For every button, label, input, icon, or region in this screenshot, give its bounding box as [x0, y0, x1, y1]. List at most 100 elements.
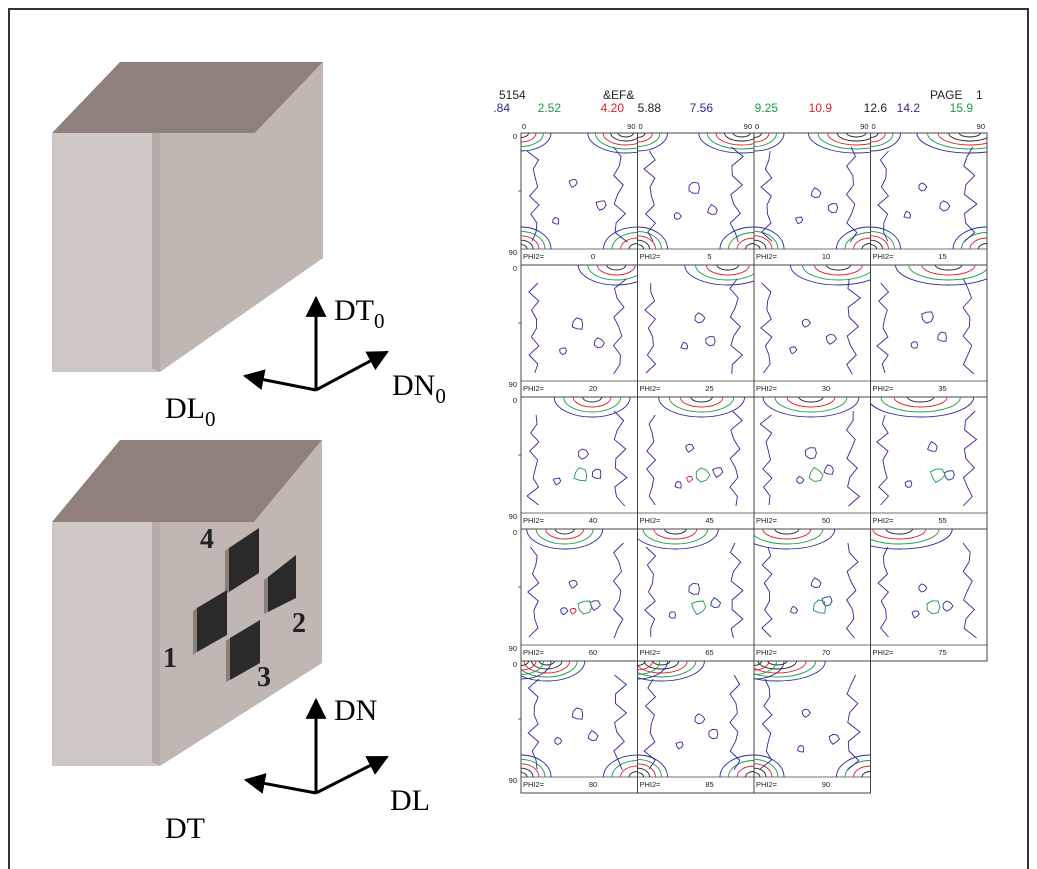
phi2-value: 65: [705, 648, 713, 657]
contour-level-value: 9.25: [755, 101, 779, 115]
phi2-label: PHI2=: [523, 780, 545, 789]
top-block-front-face: [52, 133, 160, 372]
top-axis-up-subscript: 0: [374, 309, 385, 333]
odf-contours: [521, 661, 638, 777]
odf-section-frame: [870, 528, 988, 662]
sample-3-label: 3: [257, 662, 271, 693]
phi2-label: PHI2=: [756, 384, 778, 393]
bottom-axis-right-label: DL: [390, 784, 430, 817]
phi2-label: PHI2=: [523, 252, 545, 261]
odf-section-cell: PHI2= 40: [520, 396, 638, 530]
sample-2: [264, 555, 296, 614]
odf-section-cell: PHI2= 65: [637, 528, 755, 662]
odf-section-frame: [637, 132, 755, 266]
odf-section-frame: [637, 264, 755, 398]
phi2-label: PHI2=: [756, 648, 778, 657]
odf-section-cell: PHI2= 60: [520, 528, 638, 662]
top-axis-up-label: DT: [334, 294, 374, 327]
odf-section-cell: PHI2= 30: [753, 264, 871, 398]
bottom-block-front-face: [52, 522, 160, 766]
phi2-value: 5: [707, 252, 711, 261]
contour-level-value: .84: [493, 101, 510, 115]
odf-id: 5154: [499, 88, 526, 102]
phi2-label: PHI2=: [640, 252, 662, 261]
odf-contours: [760, 265, 871, 375]
odf-section-cell: PHI2= 10: [753, 132, 871, 266]
odf-section-cell: PHI2= 45: [637, 396, 755, 530]
phi2-label: PHI2=: [756, 252, 778, 261]
odf-section-frame: [753, 660, 871, 794]
top-axis-left-arrow: [242, 369, 317, 392]
top-axes: DT0 DN0 DL0: [165, 294, 446, 431]
phi2-label: PHI2=: [523, 648, 545, 657]
phi2-value: 80: [589, 780, 597, 789]
phi2-value: 40: [589, 516, 597, 525]
bottom-block-side-face: [160, 440, 322, 766]
odf-section-cell: PHI2= 35: [870, 264, 988, 398]
odf-section-frame: [753, 528, 871, 662]
bottom-axis-left-label: DT: [165, 812, 205, 845]
top-axis-right-arrow: [315, 350, 389, 392]
sample-4: [225, 528, 259, 595]
odf-contours: [526, 397, 631, 507]
top-block-side-face: [160, 62, 323, 372]
x-tick-label: 0: [872, 122, 876, 131]
phi2-value: 45: [705, 516, 713, 525]
x-tick-label: 0: [639, 122, 643, 131]
top-block-top-face: [52, 62, 323, 133]
odf-section-cell: PHI2= 80: [520, 660, 638, 794]
odf-contours: [526, 529, 624, 639]
odf-contours: [637, 133, 754, 249]
bottom-axes: DN DL DT: [165, 694, 430, 845]
contour-level-value: 4.20: [601, 101, 625, 115]
odf-section-cell: PHI2= 20: [520, 264, 638, 398]
y-tick-label: 90: [509, 248, 517, 257]
odf-contours: [759, 397, 861, 507]
phi2-label: PHI2=: [640, 648, 662, 657]
odf-section-frame: [637, 528, 755, 662]
sample-4-label: 4: [200, 524, 214, 555]
odf-section-frame: [520, 396, 638, 530]
phi2-label: PHI2=: [756, 780, 778, 789]
odf-contours: [644, 265, 754, 375]
phi2-label: PHI2=: [640, 516, 662, 525]
y-tick-label: 0: [513, 528, 517, 537]
bottom-axis-right-arrow: [315, 755, 389, 795]
x-tick-label: 0: [522, 122, 526, 131]
odf-contours: [637, 529, 744, 639]
svg-text:DL0: DL0: [165, 392, 216, 431]
phi2-label: PHI2=: [640, 780, 662, 789]
y-tick-label: 90: [509, 512, 517, 521]
bottom-block-top-face: [52, 440, 322, 522]
phi2-label: PHI2=: [873, 384, 895, 393]
phi2-value: 75: [938, 648, 946, 657]
odf-contours: [876, 265, 987, 375]
odf-contours: [870, 397, 978, 507]
odf-contours: [754, 661, 871, 777]
odf-title: &EF&: [603, 88, 634, 102]
odf-section-frame: [753, 132, 871, 266]
phi2-value: 60: [589, 648, 597, 657]
odf-contours: [870, 133, 987, 249]
odf-section-cell: PHI2= 70: [753, 528, 871, 662]
sample-2-label: 2: [292, 608, 306, 639]
bottom-block: 4 2 1 3: [52, 440, 322, 766]
top-axis-left-label: DL: [165, 392, 205, 425]
contour-level-value: 10.9: [809, 101, 833, 115]
top-axis-left-subscript: 0: [205, 407, 216, 431]
phi2-value: 10: [822, 252, 830, 261]
contour-level-value: 5.88: [638, 101, 662, 115]
odf-contours: [528, 265, 638, 375]
phi2-value: 90: [822, 780, 830, 789]
odf-section-frame: [870, 264, 988, 398]
x-tick-label: 90: [627, 122, 635, 131]
phi2-value: 0: [591, 252, 595, 261]
odf-contours: [754, 529, 859, 639]
phi2-label: PHI2=: [873, 516, 895, 525]
y-tick-label: 0: [513, 264, 517, 273]
phi2-value: 85: [705, 780, 713, 789]
odf-contours: [646, 397, 746, 507]
odf-section-frame: [753, 264, 871, 398]
phi2-value: 70: [822, 648, 830, 657]
